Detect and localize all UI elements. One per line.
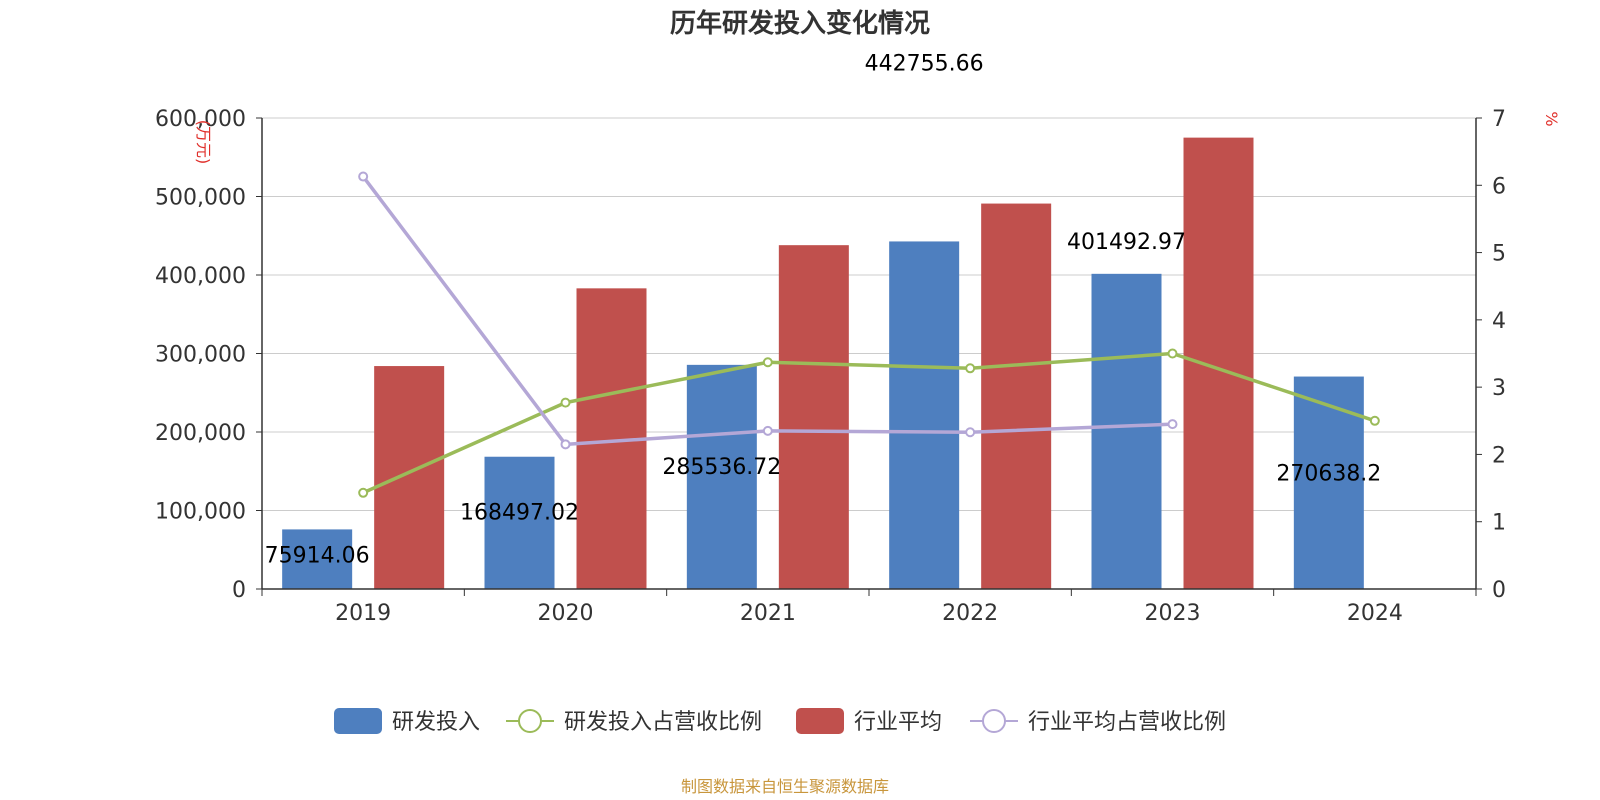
bar [686, 364, 757, 589]
line-point [965, 363, 976, 374]
bar [374, 366, 445, 589]
legend-label: 行业平均 [854, 710, 942, 735]
legend-swatch [518, 709, 542, 733]
x-axis-tick-label: 2023 [1145, 601, 1201, 626]
axes: 0 100,000 200,000 300,000 400,000 500,000 600,… [155, 107, 1506, 626]
data-labels: 75914.06 168497.02 285536.72 442755.66 40149… [265, 51, 1382, 568]
bar [889, 241, 960, 589]
left-axis-tick-label: 0 [232, 578, 246, 603]
legend-label: 研发投入占营收比例 [564, 710, 762, 735]
left-axis-tick-label: 600,000 [155, 107, 246, 132]
right-axis-tick-label: 6 [1492, 174, 1506, 199]
right-axis-tick-label: 1 [1492, 511, 1506, 536]
line-point [1167, 419, 1178, 430]
legend-swatch [982, 709, 1006, 733]
x-axis-tick-label: 2019 [335, 601, 391, 626]
line-point [965, 427, 976, 438]
x-axis-tick-label: 2024 [1347, 601, 1403, 626]
line-point [560, 397, 571, 408]
source-note: 制图数据来自恒生聚源数据库 [681, 777, 889, 796]
left-axis-tick-label: 300,000 [155, 343, 246, 368]
legend-swatch [334, 708, 382, 734]
bar [1183, 137, 1254, 589]
right-axis-tick-label: 5 [1492, 242, 1506, 267]
x-axis-tick-label: 2022 [942, 601, 998, 626]
bar [981, 203, 1052, 589]
line-point [358, 171, 369, 182]
line-point [560, 439, 571, 450]
left-axis-tick-label: 500,000 [155, 186, 246, 211]
line-point [762, 425, 773, 436]
x-axis-tick-label: 2021 [740, 601, 796, 626]
line-point [1167, 348, 1178, 359]
lines [358, 171, 1380, 498]
legend-label: 研发投入 [392, 710, 480, 735]
left-axis-tick-label: 200,000 [155, 421, 246, 446]
bar [282, 529, 353, 589]
right-axis-unit: % [1542, 111, 1561, 126]
left-axis-tick-label: 100,000 [155, 500, 246, 525]
chart-title: 历年研发投入变化情况 [670, 8, 930, 39]
line-point [1369, 415, 1380, 426]
legend-label: 行业平均占营收比例 [1028, 710, 1226, 735]
right-axis-tick-label: 3 [1492, 376, 1506, 401]
bar-data-label: 442755.66 [865, 51, 984, 76]
bar [1091, 273, 1162, 589]
right-axis-tick-label: 4 [1492, 309, 1506, 334]
bar-data-label: 168497.02 [460, 501, 579, 526]
left-axis-tick-label: 400,000 [155, 264, 246, 289]
x-axis-tick-label: 2020 [538, 601, 594, 626]
line-point [358, 487, 369, 498]
series-line [362, 351, 1376, 495]
right-axis-tick-label: 0 [1492, 578, 1506, 603]
bar-data-label: 401492.97 [1067, 230, 1186, 255]
bars [282, 137, 1364, 590]
bar [778, 245, 849, 590]
legend-swatch [796, 708, 844, 734]
right-axis-tick-label: 7 [1492, 107, 1506, 132]
right-axis-tick-label: 2 [1492, 443, 1506, 468]
bar-data-label: 285536.72 [662, 455, 781, 480]
bar [484, 456, 555, 589]
left-axis-unit: (万元) [194, 120, 213, 165]
legend: 研发投入 研发投入占营收比例 行业平均 行业平均占营收比例 [334, 708, 1226, 735]
grid [262, 117, 1476, 511]
line-point [762, 357, 773, 368]
bar-data-label: 75914.06 [265, 543, 370, 568]
bar-data-label: 270638.2 [1276, 462, 1381, 487]
